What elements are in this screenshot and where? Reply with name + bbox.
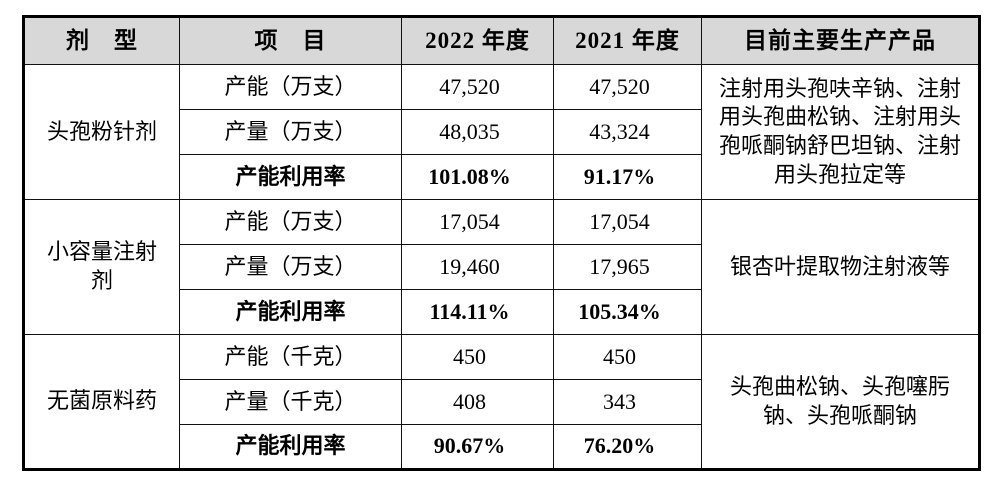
dosage-form-cell: 头孢粉针剂: [23, 64, 180, 200]
value-2021-cell: 47,520: [553, 64, 702, 110]
item-cell: 产能（万支）: [179, 199, 402, 245]
value-2021-cell: 450: [553, 334, 702, 380]
dosage-form-cell: 无菌原料药: [23, 334, 180, 470]
value-2022-cell: 408: [401, 379, 554, 425]
value-2022-cell: 101.08%: [401, 154, 554, 200]
item-cell: 产能利用率: [179, 424, 402, 470]
value-2022-cell: 19,460: [401, 244, 554, 290]
value-2021-cell: 17,054: [553, 199, 702, 245]
table-row: 产量（千克） 408 343: [24, 379, 980, 425]
table-row: 头孢粉针剂 产能（万支） 47,520 47,520 注射用头孢呋辛钠、注射用头…: [23, 64, 980, 200]
value-2021-cell: 343: [553, 379, 702, 425]
value-2022-cell: 48,035: [401, 109, 554, 155]
item-cell: 产量（万支）: [179, 244, 402, 290]
table-row: 产能利用率 90.67% 76.20%: [24, 424, 980, 470]
item-cell: 产量（千克）: [179, 379, 402, 425]
value-2021-cell: 76.20%: [553, 424, 702, 470]
value-2022-cell: 114.11%: [401, 289, 554, 335]
table-row: 产量（万支） 48,035 43,324: [24, 109, 980, 155]
production-capacity-table: 剂 型 项 目 2022 年度 2021 年度 目前主要生产产品 头孢粉针剂 产…: [22, 15, 981, 471]
value-2022-cell: 90.67%: [401, 424, 554, 470]
products-cell: 银杏叶提取物注射液等: [701, 199, 980, 335]
value-2021-cell: 105.34%: [553, 289, 702, 335]
value-2021-cell: 17,965: [553, 244, 702, 290]
value-2021-cell: 91.17%: [553, 154, 702, 200]
products-cell: 注射用头孢呋辛钠、注射用头孢曲松钠、注射用头孢哌酮钠舒巴坦钠、注射用头孢拉定等: [701, 64, 980, 200]
item-cell: 产能利用率: [179, 154, 402, 200]
dosage-form-cell: 小容量注射剂: [23, 199, 180, 335]
col-header-products: 目前主要生产产品: [701, 16, 980, 65]
item-cell: 产能（万支）: [179, 64, 402, 110]
value-2022-cell: 47,520: [401, 64, 554, 110]
products-cell: 头孢曲松钠、头孢噻肟钠、头孢哌酮钠: [701, 334, 980, 470]
col-header-year-2022: 2022 年度: [401, 16, 554, 65]
table-row: 小容量注射剂 产能（万支） 17,054 17,054 银杏叶提取物注射液等: [23, 199, 980, 335]
value-2022-cell: 17,054: [401, 199, 554, 245]
value-2021-cell: 43,324: [553, 109, 702, 155]
table-row: 产能利用率 114.11% 105.34%: [24, 289, 980, 335]
value-2022-cell: 450: [401, 334, 554, 380]
table-row: 无菌原料药 产能（千克） 450 450 头孢曲松钠、头孢噻肟钠、头孢哌酮钠: [23, 334, 980, 470]
col-header-dosage-form: 剂 型: [23, 16, 180, 65]
col-header-item: 项 目: [179, 16, 402, 65]
item-cell: 产能利用率: [179, 289, 402, 335]
item-cell: 产量（万支）: [179, 109, 402, 155]
item-cell: 产能（千克）: [179, 334, 402, 380]
header-row: 剂 型 项 目 2022 年度 2021 年度 目前主要生产产品: [23, 16, 980, 65]
col-header-year-2021: 2021 年度: [553, 16, 702, 65]
